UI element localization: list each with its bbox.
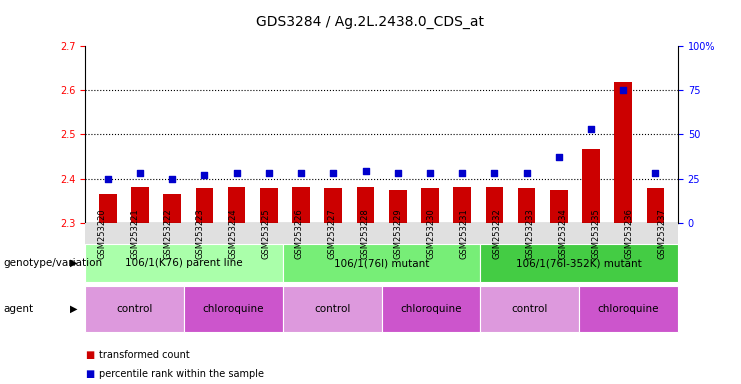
Bar bbox=[196, 188, 213, 223]
Text: GSM253231: GSM253231 bbox=[459, 208, 468, 259]
Text: genotype/variation: genotype/variation bbox=[4, 258, 103, 268]
Bar bbox=[356, 187, 374, 223]
Bar bbox=[421, 188, 439, 223]
Point bbox=[521, 170, 533, 176]
Text: agent: agent bbox=[4, 304, 34, 314]
Bar bbox=[453, 187, 471, 223]
Text: 106/1(76I) mutant: 106/1(76I) mutant bbox=[334, 258, 429, 268]
Point bbox=[102, 175, 113, 182]
Text: transformed count: transformed count bbox=[99, 350, 189, 360]
Point bbox=[585, 126, 597, 132]
Text: GSM253229: GSM253229 bbox=[393, 208, 402, 258]
Point bbox=[650, 170, 662, 176]
Text: GSM253235: GSM253235 bbox=[591, 208, 600, 259]
Bar bbox=[163, 194, 181, 223]
Text: ■: ■ bbox=[85, 369, 94, 379]
Point bbox=[263, 170, 275, 176]
Text: GSM253232: GSM253232 bbox=[492, 208, 502, 259]
Text: GSM253221: GSM253221 bbox=[130, 208, 139, 258]
Bar bbox=[550, 190, 568, 223]
Bar bbox=[260, 188, 278, 223]
Bar bbox=[389, 190, 407, 223]
Text: GSM253237: GSM253237 bbox=[657, 208, 666, 259]
Text: GSM253234: GSM253234 bbox=[558, 208, 568, 259]
Text: chloroquine: chloroquine bbox=[203, 304, 264, 314]
Bar bbox=[614, 82, 632, 223]
Point bbox=[424, 170, 436, 176]
Bar bbox=[647, 188, 665, 223]
Text: GSM253225: GSM253225 bbox=[262, 208, 271, 258]
Text: chloroquine: chloroquine bbox=[598, 304, 659, 314]
Text: control: control bbox=[511, 304, 548, 314]
Text: control: control bbox=[116, 304, 153, 314]
Point bbox=[166, 175, 178, 182]
Text: ■: ■ bbox=[85, 350, 94, 360]
Bar bbox=[292, 187, 310, 223]
Text: 106/1(K76) parent line: 106/1(K76) parent line bbox=[125, 258, 243, 268]
Text: chloroquine: chloroquine bbox=[400, 304, 462, 314]
Point bbox=[456, 170, 468, 176]
Point bbox=[199, 172, 210, 178]
Text: percentile rank within the sample: percentile rank within the sample bbox=[99, 369, 264, 379]
Text: GSM253226: GSM253226 bbox=[295, 208, 304, 259]
Text: GSM253228: GSM253228 bbox=[361, 208, 370, 259]
Bar bbox=[582, 149, 600, 223]
Point bbox=[392, 170, 404, 176]
Text: GSM253236: GSM253236 bbox=[624, 208, 633, 259]
Text: 106/1(76I-352K) mutant: 106/1(76I-352K) mutant bbox=[516, 258, 642, 268]
Text: GSM253224: GSM253224 bbox=[229, 208, 238, 258]
Point bbox=[359, 169, 371, 175]
Text: GSM253222: GSM253222 bbox=[163, 208, 172, 258]
Bar bbox=[325, 188, 342, 223]
Point bbox=[230, 170, 242, 176]
Point bbox=[488, 170, 500, 176]
Text: ▶: ▶ bbox=[70, 258, 78, 268]
Text: control: control bbox=[314, 304, 350, 314]
Text: GSM253227: GSM253227 bbox=[328, 208, 336, 259]
Point bbox=[553, 154, 565, 161]
Bar bbox=[485, 187, 503, 223]
Text: GDS3284 / Ag.2L.2438.0_CDS_at: GDS3284 / Ag.2L.2438.0_CDS_at bbox=[256, 15, 485, 29]
Text: GSM253230: GSM253230 bbox=[427, 208, 436, 259]
Text: ▶: ▶ bbox=[70, 304, 78, 314]
Bar bbox=[131, 187, 149, 223]
Bar bbox=[99, 194, 116, 223]
Text: GSM253220: GSM253220 bbox=[97, 208, 106, 258]
Text: GSM253233: GSM253233 bbox=[525, 208, 534, 259]
Bar bbox=[227, 187, 245, 223]
Point bbox=[295, 170, 307, 176]
Point bbox=[134, 170, 146, 176]
Bar bbox=[518, 188, 536, 223]
Point bbox=[617, 87, 629, 93]
Text: GSM253223: GSM253223 bbox=[196, 208, 205, 259]
Point bbox=[328, 170, 339, 176]
